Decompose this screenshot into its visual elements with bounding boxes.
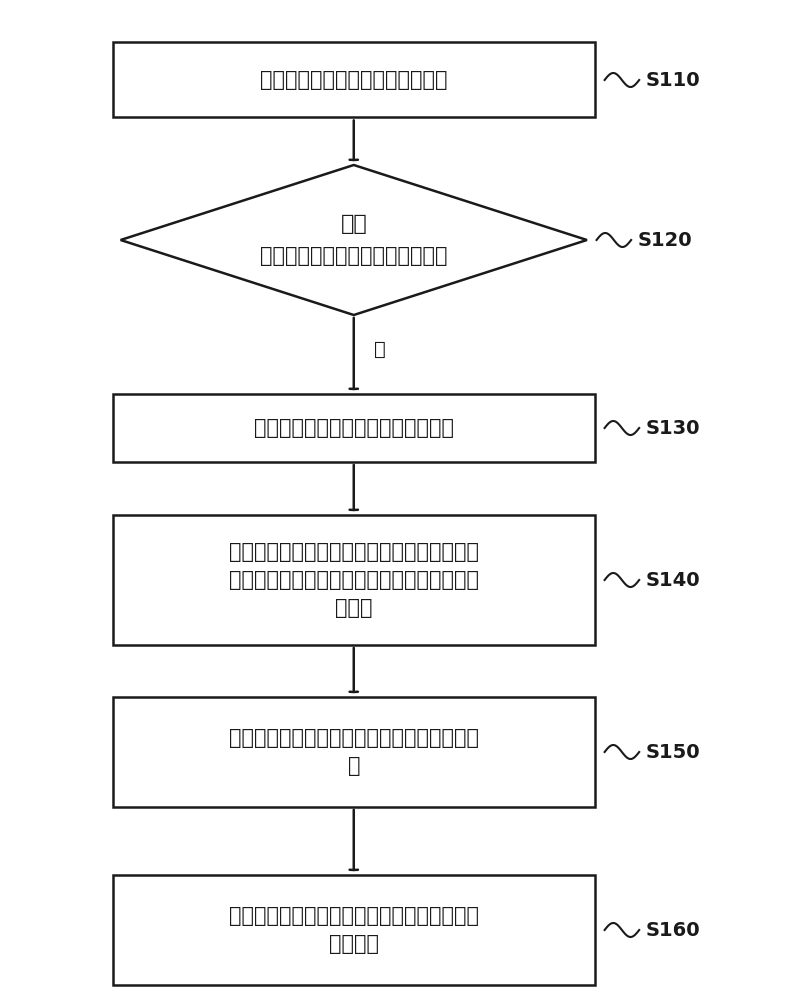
Text: S110: S110 [645,70,699,90]
Text: S130: S130 [645,418,699,438]
Text: 阻: 阻 [347,756,360,776]
Text: S150: S150 [645,742,699,762]
Bar [112,875,594,985]
Text: 控制蓄电池进行自活化和内阻的检测: 控制蓄电池进行自活化和内阻的检测 [254,418,453,438]
Text: 获取蓄电池正常工作的充放电时间: 获取蓄电池正常工作的充放电时间 [259,70,447,90]
Text: S160: S160 [645,920,699,940]
Bar [112,394,594,462]
Text: 活化时间内蓄电池在各个时刻的放电电流和放: 活化时间内蓄电池在各个时刻的放电电流和放 [229,570,478,590]
Text: 是: 是 [373,340,385,359]
Text: S140: S140 [645,570,699,589]
Text: 判断: 判断 [340,214,367,234]
Text: 当前状态: 当前状态 [328,934,378,954]
Text: 根据各放电电流和放电电压，确定蓄电池的内: 根据各放电电流和放电电压，确定蓄电池的内 [229,728,478,748]
Bar [112,515,594,645]
Bar [112,42,594,117]
Text: 电电压: 电电压 [335,598,372,618]
Polygon shape [120,165,586,315]
Text: S120: S120 [637,231,691,249]
Text: 根据蓄电池的内阻和活化时间，确定蓄电池的: 根据蓄电池的内阻和活化时间，确定蓄电池的 [229,906,478,926]
Text: 充放电时间是否达到预设活化周期: 充放电时间是否达到预设活化周期 [259,246,447,266]
Text: 获取蓄电池进行自活化的活化时间、以及位于: 获取蓄电池进行自活化的活化时间、以及位于 [229,542,478,562]
Bar [112,697,594,807]
